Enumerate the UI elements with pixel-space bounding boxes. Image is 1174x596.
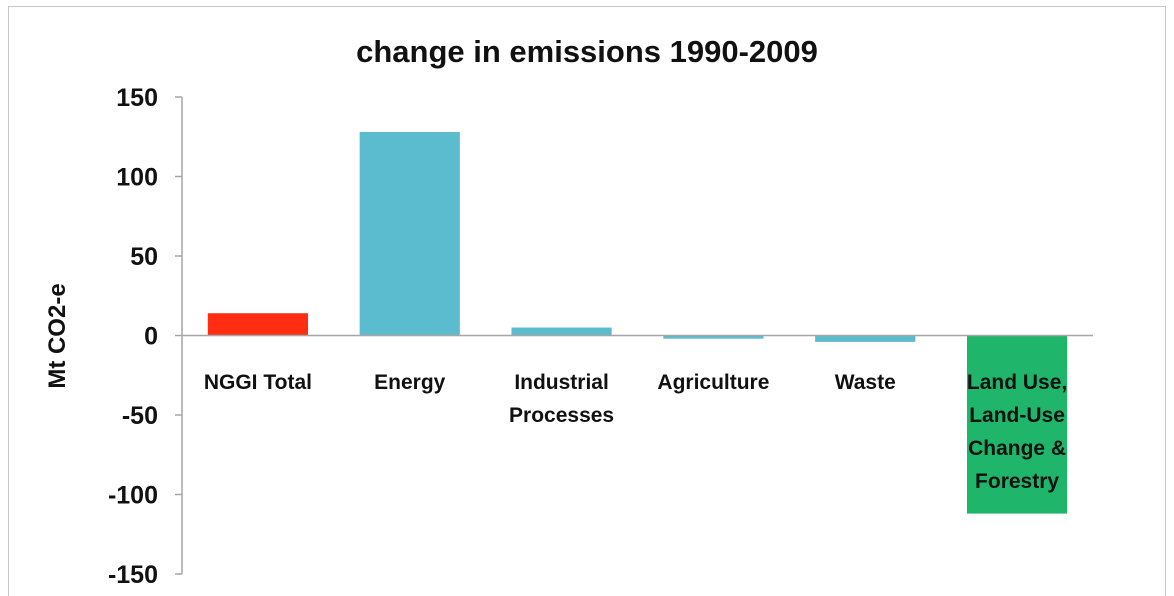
y-tick-label: 150 xyxy=(116,84,158,112)
y-tick-label: -100 xyxy=(108,482,158,510)
x-category-label-line: Waste xyxy=(834,371,896,394)
x-category-label: Energy xyxy=(374,366,445,399)
bar xyxy=(966,335,1068,514)
x-category-label-line: Agriculture xyxy=(657,371,770,394)
x-category-label: Agriculture xyxy=(657,366,769,399)
chart-title: change in emissions 1990-2009 xyxy=(356,34,818,69)
x-category-label-line: Land Use, xyxy=(966,371,1068,394)
x-category-label-line: Processes xyxy=(509,404,615,427)
y-tick-label: 50 xyxy=(130,243,158,271)
x-category-label: Industrial Processes xyxy=(509,366,614,432)
x-category-label: NGGI Total xyxy=(204,366,312,399)
x-category-label-line: Forestry xyxy=(975,470,1060,493)
y-tick-label: 100 xyxy=(116,164,158,192)
bar xyxy=(663,335,764,339)
x-category-label-line: NGGI Total xyxy=(203,371,312,394)
y-tick-label: 0 xyxy=(144,323,158,351)
bar xyxy=(359,131,460,336)
x-category-label-line: Energy xyxy=(374,371,446,394)
x-category-label: Land Use, Land-Use Change & Forestry xyxy=(967,366,1067,498)
x-category-label-line: Land-Use xyxy=(969,404,1065,427)
x-category-label-line: Change & xyxy=(968,437,1067,460)
bar xyxy=(207,313,309,336)
bar xyxy=(511,327,612,336)
bar xyxy=(815,335,916,342)
y-tick-label: -150 xyxy=(108,561,158,589)
x-category-label-line: Industrial xyxy=(514,371,609,394)
chart-frame xyxy=(8,6,1166,596)
y-tick-label: -50 xyxy=(122,402,158,430)
x-category-label: Waste xyxy=(835,366,896,399)
